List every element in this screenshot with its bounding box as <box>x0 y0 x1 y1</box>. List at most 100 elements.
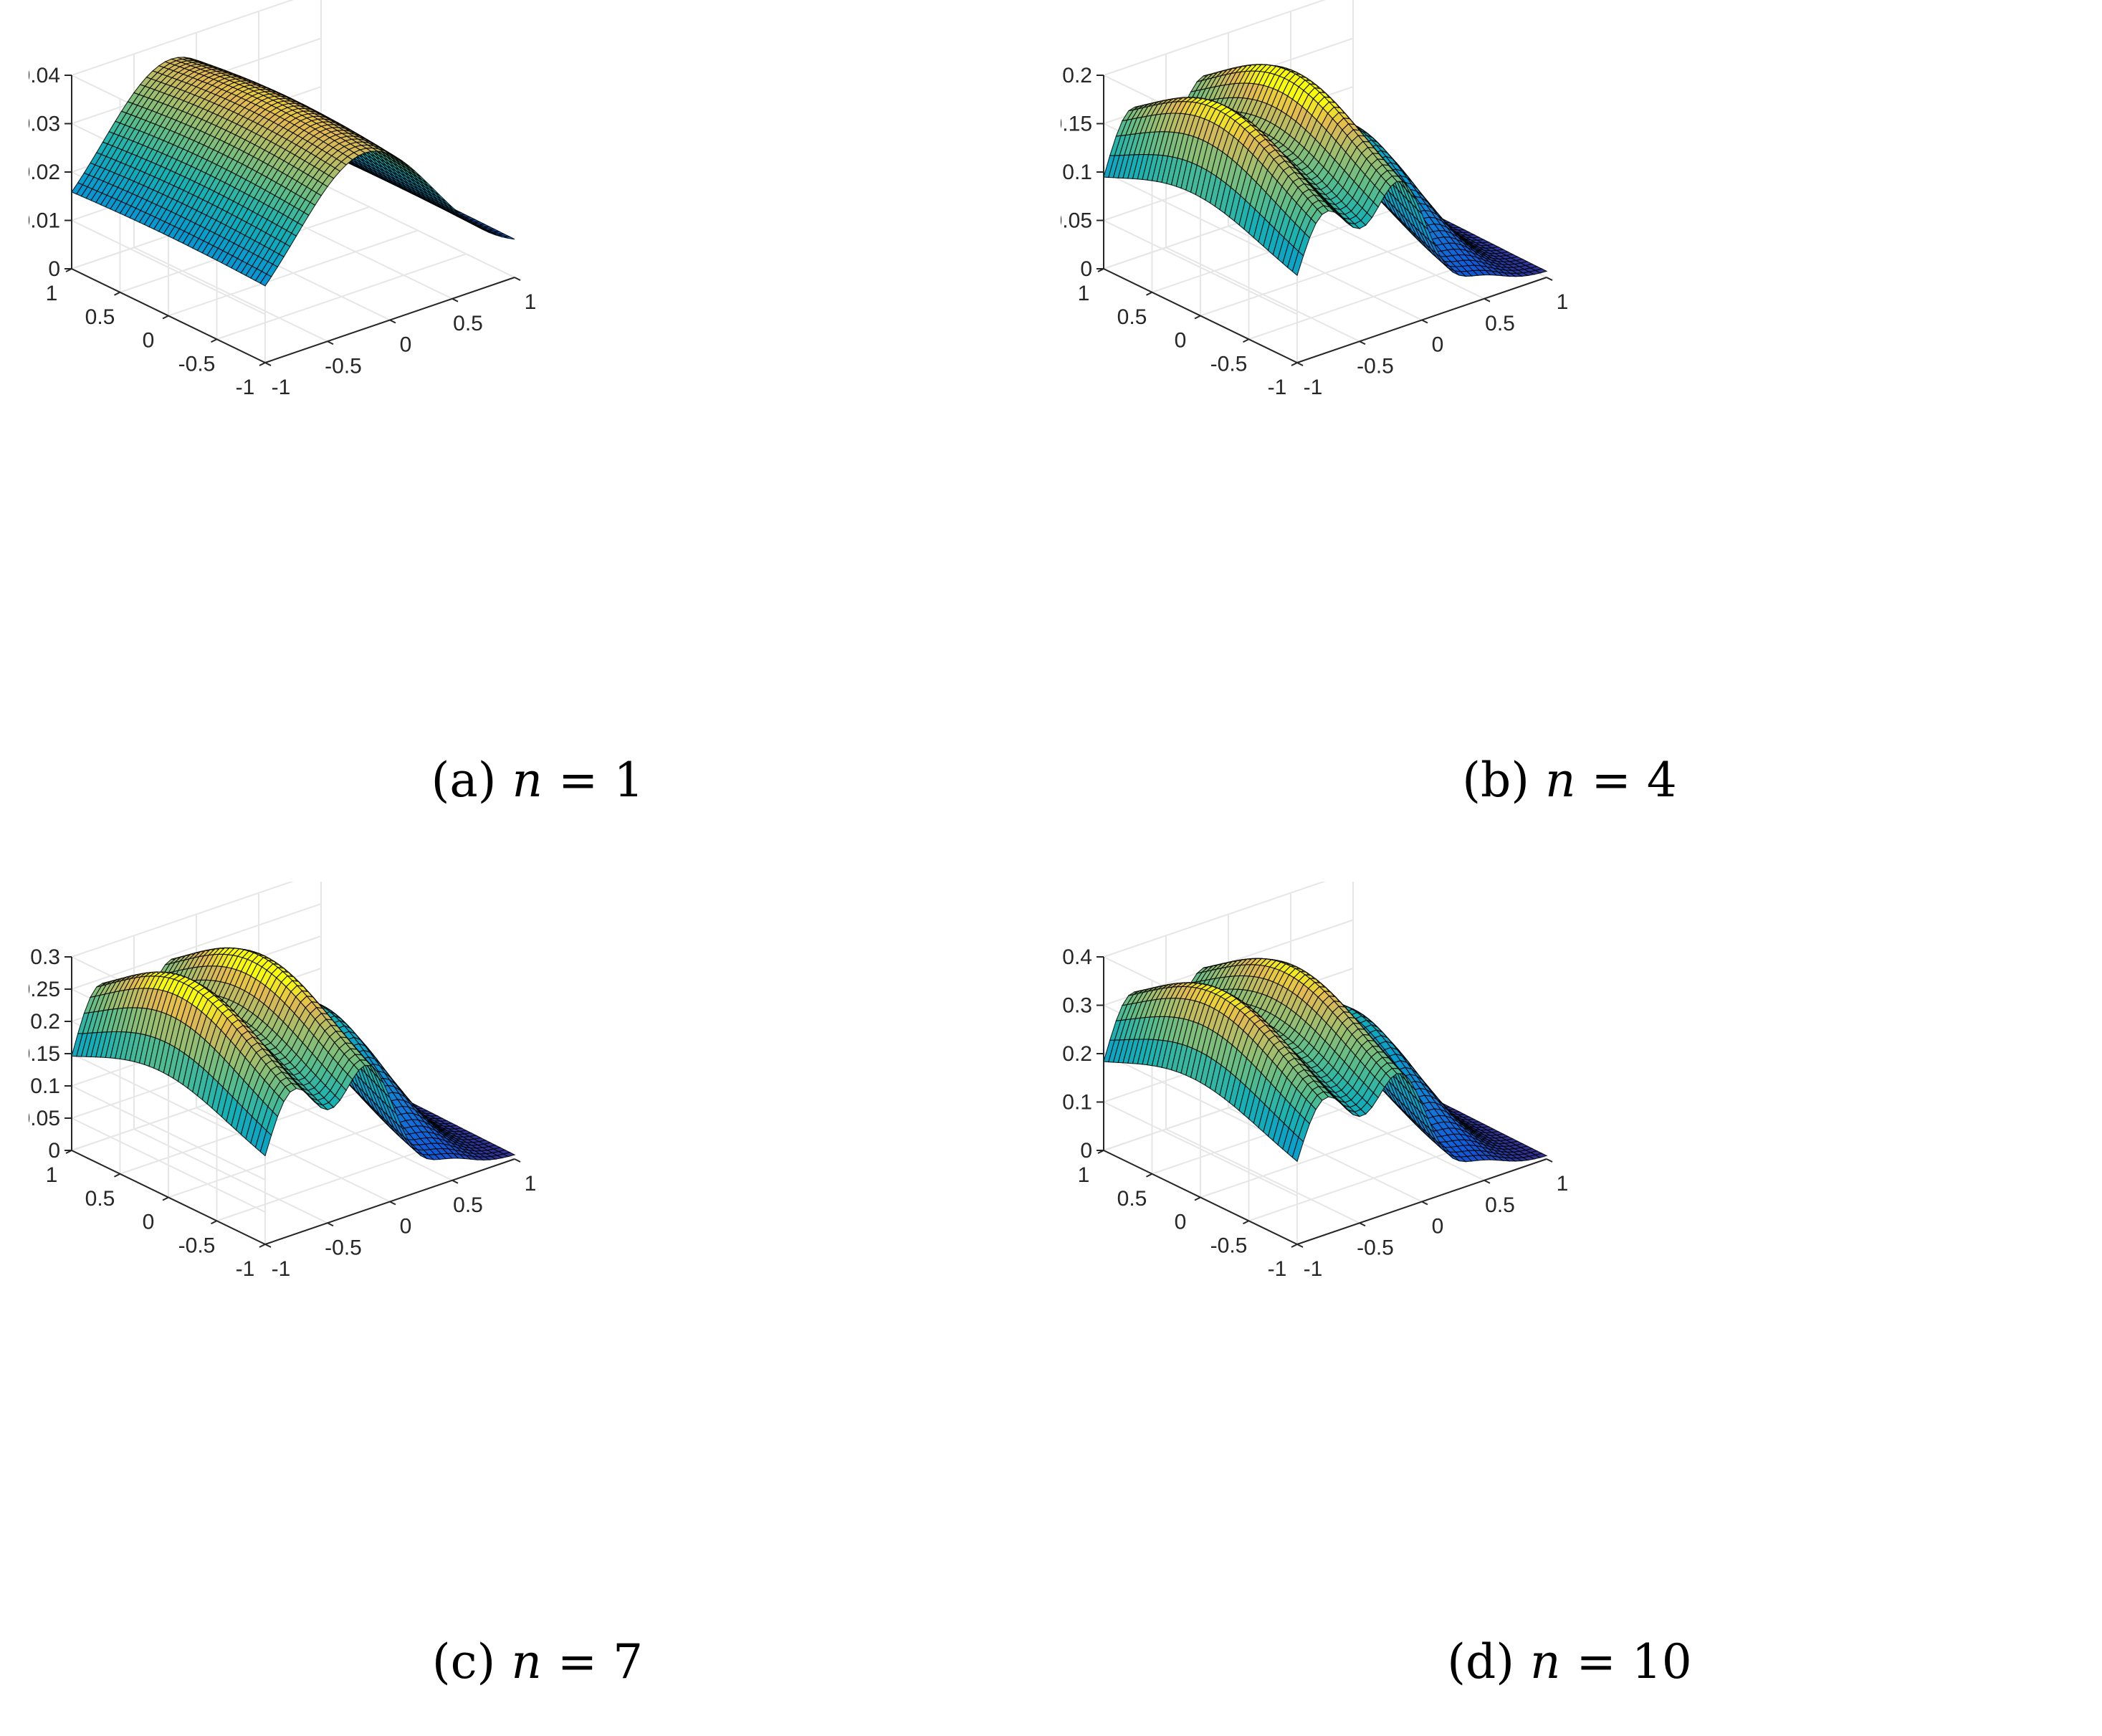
grid-line <box>1103 171 1298 267</box>
subplot-c: -1-0.500.51-1-0.500.5100.050.10.150.20.2… <box>29 882 1046 1689</box>
y-tick-mark <box>1194 315 1201 320</box>
caption-variable: n <box>512 753 543 808</box>
y-tick-label: -0.5 <box>178 352 216 376</box>
z-tick-label: 0 <box>48 257 60 281</box>
x-tick-mark <box>264 362 272 366</box>
y-tick-mark <box>211 338 217 343</box>
y-tick-mark <box>162 315 169 320</box>
grid-line <box>71 1117 266 1213</box>
grid-line <box>320 183 515 278</box>
caption-a: (a) n = 1 <box>29 753 1046 808</box>
surface-plot-c: -1-0.500.51-1-0.500.5100.050.10.150.20.2… <box>29 882 536 1281</box>
surface-patch <box>502 1152 516 1158</box>
surface-patch <box>1534 268 1548 274</box>
z-tick-label: 0.2 <box>1062 64 1092 87</box>
grid-line <box>71 903 322 990</box>
grid-line <box>71 1053 266 1148</box>
x-tick-mark <box>389 1201 396 1206</box>
y-tick-mark <box>259 1244 266 1248</box>
caption-variable: n <box>1544 753 1576 808</box>
z-tick-label: 0.1 <box>1062 161 1092 184</box>
z-tick-label: 0 <box>1080 257 1092 281</box>
x-tick-label: 0.5 <box>1485 312 1515 335</box>
grid-line <box>168 1111 419 1198</box>
subplot-a: -1-0.500.51-1-0.500.5100.010.020.030.04 … <box>29 0 1046 808</box>
y-tick-label: -1 <box>236 376 255 399</box>
caption-label: (a) <box>431 753 497 808</box>
grid-line <box>258 1085 453 1181</box>
y-tick-mark <box>1146 291 1152 296</box>
grid-line <box>168 229 419 317</box>
x-tick-label: 0.5 <box>453 312 483 335</box>
y-tick-mark <box>114 1173 120 1178</box>
x-tick-mark <box>1546 277 1553 281</box>
caption-value: 1 <box>613 753 644 808</box>
x-tick-mark <box>1359 340 1366 345</box>
z-tick-label: 0.02 <box>29 161 60 184</box>
grid-line <box>71 882 295 958</box>
y-tick-label: 0.5 <box>1117 305 1147 329</box>
x-tick-mark <box>452 1179 459 1184</box>
x-tick-mark <box>327 1222 334 1227</box>
grid-line <box>71 0 295 76</box>
y-tick-mark <box>1243 338 1249 343</box>
axes <box>65 956 521 1248</box>
x-tick-label: -0.5 <box>325 354 362 378</box>
x-tick-label: -1 <box>272 376 291 399</box>
y-tick-mark <box>1291 362 1298 366</box>
x-tick-mark <box>452 297 459 302</box>
y-tick-label: 0.5 <box>85 305 115 329</box>
x-tick-mark <box>1296 362 1304 366</box>
z-tick-label: 0.04 <box>29 64 60 87</box>
caption-eq: = <box>558 753 598 808</box>
x-tick-mark <box>514 277 521 281</box>
x-tick-mark <box>389 319 396 324</box>
z-tick-label: 0.05 <box>1061 209 1092 233</box>
surface-mesh <box>71 57 515 287</box>
y-tick-label: 1 <box>1078 282 1090 305</box>
x-tick-mark <box>1484 297 1491 302</box>
x-tick-label: -1 <box>1304 376 1323 399</box>
surface-patch <box>503 235 515 240</box>
y-tick-label: -0.5 <box>1210 352 1248 376</box>
caption-eq: = <box>1591 753 1631 808</box>
caption-value: 4 <box>1646 753 1677 808</box>
grid-line <box>71 1085 266 1181</box>
y-tick-label: 0 <box>1175 329 1187 353</box>
x-tick-label: 0 <box>1432 333 1444 357</box>
surface-mesh <box>71 947 516 1161</box>
x-tick-mark <box>1421 319 1428 324</box>
axes <box>1097 75 1553 366</box>
x-tick-mark <box>327 340 334 345</box>
caption-label: (b) <box>1462 753 1529 808</box>
surface-mesh <box>1103 64 1548 277</box>
y-tick-label: 1 <box>46 282 58 305</box>
z-tick-label: 0.15 <box>1061 113 1092 136</box>
grid-line <box>1200 229 1451 317</box>
y-tick-mark <box>162 1196 169 1201</box>
y-tick-mark <box>114 291 120 296</box>
x-tick-label: 0 <box>400 333 412 357</box>
y-tick-mark <box>259 362 266 366</box>
x-tick-label: 1 <box>525 290 537 314</box>
y-tick-label: 0 <box>143 329 155 353</box>
grid-line <box>71 219 266 315</box>
y-tick-label: -1 <box>1268 376 1287 399</box>
grid-line <box>1290 204 1485 300</box>
z-tick-label: 0.03 <box>29 113 60 136</box>
axes <box>65 75 521 366</box>
grid-line <box>1103 0 1327 76</box>
x-tick-mark <box>264 1244 272 1248</box>
y-tick-mark <box>211 1220 217 1225</box>
grid-line <box>1103 219 1298 315</box>
x-tick-label: -0.5 <box>1357 354 1394 378</box>
x-tick-mark <box>514 1158 521 1163</box>
caption-b: (b) n = 4 <box>1061 753 2078 808</box>
z-tick-label: 0.01 <box>29 209 60 233</box>
x-tick-label: 1 <box>1557 290 1569 314</box>
